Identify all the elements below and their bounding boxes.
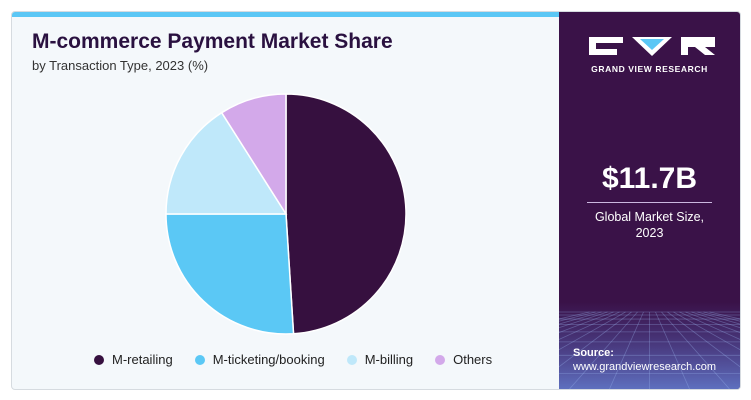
chart-legend: M-retailing M-ticketing/booking M-billing O… — [94, 352, 492, 367]
brand-name: GRAND VIEW RESEARCH — [591, 64, 708, 74]
legend-item: M-ticketing/booking — [194, 352, 325, 367]
source-label: Source: — [573, 347, 614, 359]
legend-swatch — [435, 354, 446, 365]
legend-swatch — [194, 354, 205, 365]
market-size-label: Global Market Size, 2023 — [559, 209, 740, 241]
chart-subtitle: by Transaction Type, 2023 (%) — [32, 58, 209, 73]
pie-slice-m-billing — [165, 111, 288, 215]
legend-swatch — [346, 354, 357, 365]
divider — [587, 202, 712, 203]
pie-slice-m-retailing — [285, 93, 407, 335]
legend-label: M-ticketing/booking — [212, 352, 325, 367]
legend-label: Others — [453, 352, 493, 367]
accent-bar — [12, 12, 559, 17]
legend-item: M-billing — [346, 352, 414, 367]
source-note: Source: www.grandviewresearch.com — [573, 346, 716, 374]
source-url[interactable]: www.grandviewresearch.com — [573, 361, 717, 373]
gvr-logo-icon — [589, 37, 715, 56]
pie-slice-others — [220, 93, 287, 217]
legend-swatch — [94, 354, 104, 365]
legend-item: M-retailing — [94, 352, 173, 367]
chart-title: M-commerce Payment Market Share — [32, 30, 393, 53]
legend-label: M-billing — [364, 352, 414, 367]
market-size-label-line1: Global Market Size, — [594, 210, 705, 224]
chart-card: M-commerce Payment Market Share by Trans… — [11, 11, 741, 390]
panel-background — [559, 12, 740, 389]
market-size-label-line2: 2023 — [635, 226, 664, 240]
pie-slice-m-ticketing-booking — [165, 213, 295, 335]
legend-item: Others — [435, 352, 492, 367]
market-size-value: $11.7B — [601, 162, 698, 195]
info-panel: GRAND VIEW RESEARCH $11.7B Global Market… — [559, 12, 740, 389]
legend-label: M-retailing — [112, 352, 173, 367]
pie-chart — [165, 93, 407, 335]
